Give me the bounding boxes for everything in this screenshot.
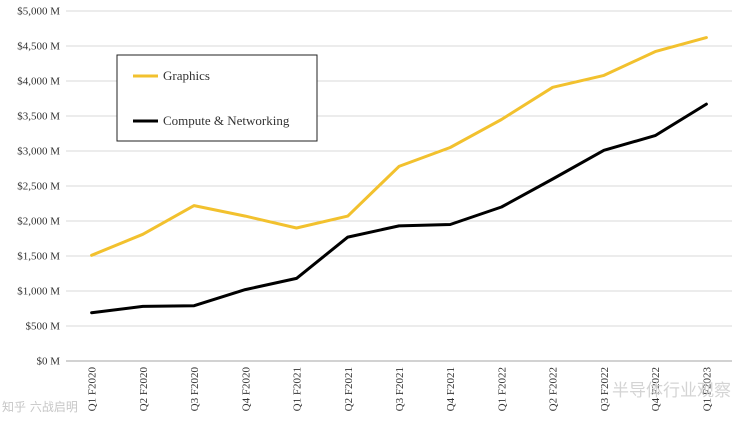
- x-tick-label: Q1 F2022: [496, 367, 508, 411]
- y-tick-label: $4,000 M: [17, 76, 60, 88]
- y-tick-label: $3,500 M: [17, 111, 60, 123]
- x-tick-label: Q4 F2021: [445, 367, 457, 411]
- legend-box: [116, 54, 318, 142]
- y-tick-label: $4,500 M: [17, 41, 60, 53]
- x-tick-label: Q3 F2020: [189, 367, 201, 412]
- y-tick-label: $500 M: [25, 321, 60, 333]
- x-tick-label: Q3 F2021: [394, 367, 406, 411]
- x-tick-label: Q2 F2022: [548, 367, 560, 411]
- x-axis-ticks: Q1 F2020 Q2 F2020 Q3 F2020 Q4 F2020 Q1 F2021…: [87, 367, 714, 412]
- x-tick-label: Q1 F2021: [292, 367, 304, 411]
- x-tick-label: Q4 F2022: [650, 367, 662, 411]
- y-tick-label: $0 M: [36, 356, 60, 368]
- x-tick-label: Q2 F2021: [343, 367, 355, 411]
- legend: Graphics Compute & Networking: [116, 54, 318, 142]
- y-tick-label: $2,000 M: [17, 216, 60, 228]
- y-axis-ticks: $0 M $500 M $1,000 M $1,500 M $2,000 M $2,500…: [17, 6, 60, 368]
- x-tick-label: Q1 F2020: [87, 367, 99, 412]
- y-tick-label: $2,500 M: [17, 181, 60, 193]
- grid-lines: [66, 10, 732, 362]
- legend-label-graphics: Graphics: [163, 68, 210, 83]
- x-tick-label: Q2 F2020: [138, 367, 150, 412]
- y-tick-label: $5,000 M: [17, 6, 60, 18]
- x-tick-label: Q4 F2020: [240, 367, 252, 412]
- series-line-graphics: [90, 36, 708, 257]
- series-line-compute-networking: [90, 102, 708, 315]
- y-tick-label: $1,500 M: [17, 251, 60, 263]
- watermark-right: 半导体行业观察: [612, 381, 731, 401]
- x-tick-label: Q3 F2022: [599, 367, 611, 411]
- y-tick-label: $3,000 M: [17, 146, 60, 158]
- watermark-left: 知乎 六战启明: [2, 400, 78, 414]
- series-lines: [90, 36, 708, 315]
- x-tick-label: Q1 F2023: [701, 367, 713, 412]
- y-tick-label: $1,000 M: [17, 286, 60, 298]
- legend-label-compute-networking: Compute & Networking: [163, 113, 290, 128]
